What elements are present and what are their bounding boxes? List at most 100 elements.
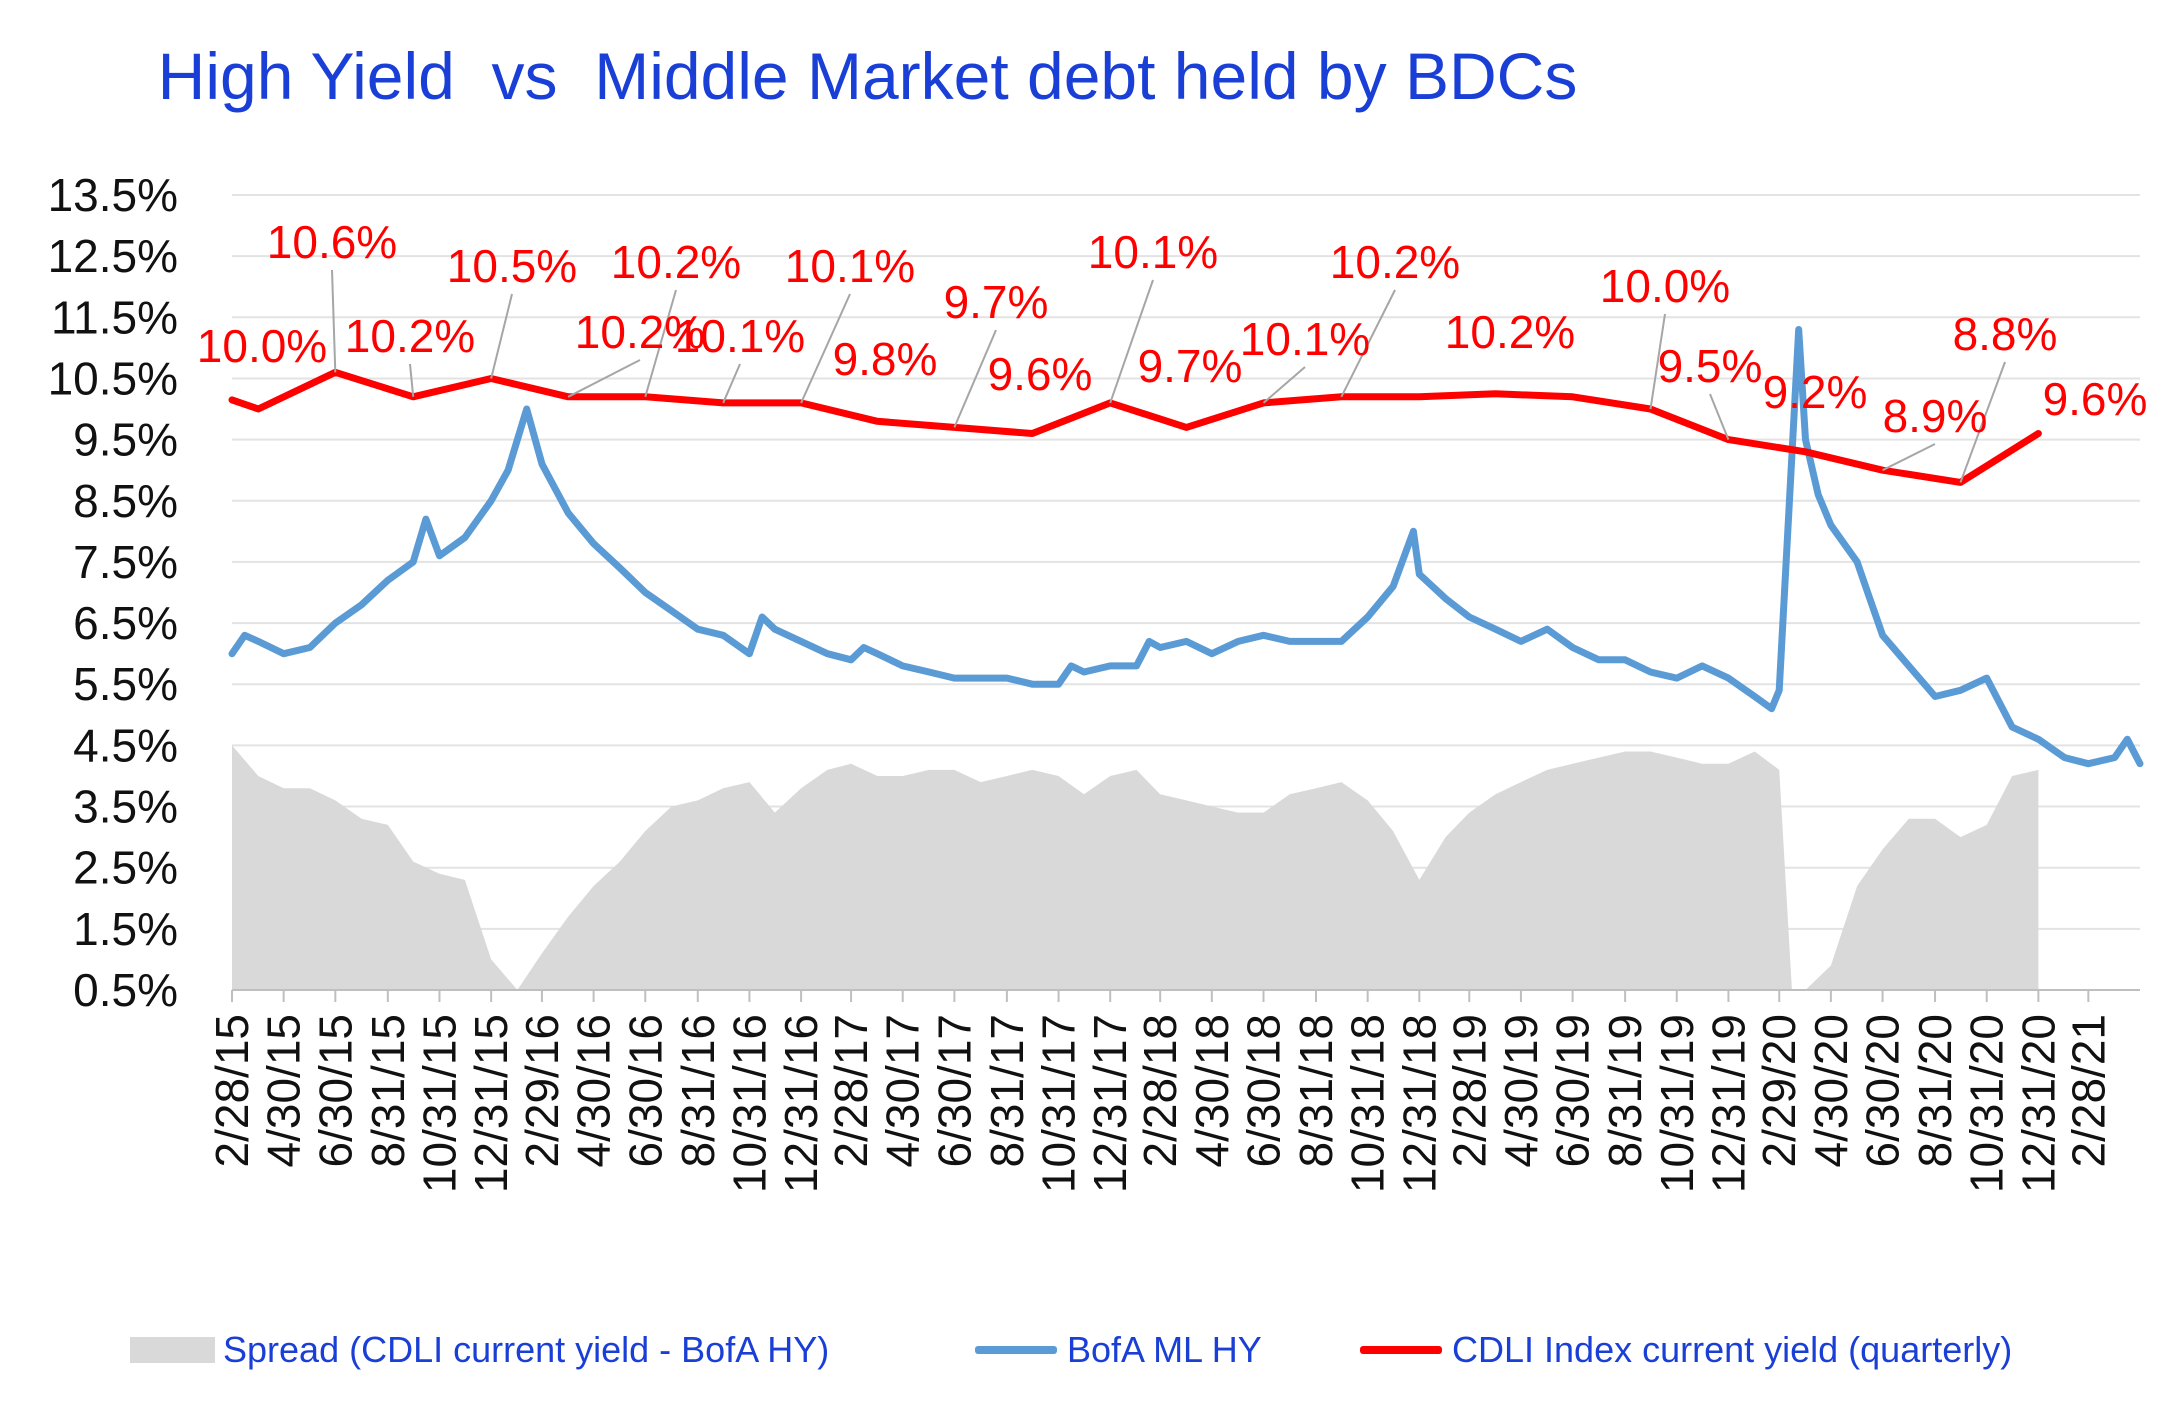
x-tick-label: 8/31/17 — [981, 1014, 1033, 1167]
y-axis-ticks: 13.5% 12.5% 11.5% 10.5% 9.5% 8.5% 7.5% 6.5% 5.5%… — [48, 169, 178, 1016]
spread-area-series — [232, 745, 2039, 990]
data-label: 10.2% — [1330, 236, 1460, 288]
x-tick-label: 8/31/18 — [1290, 1014, 1342, 1167]
x-tick-label: 4/30/20 — [1805, 1014, 1857, 1167]
data-label: 10.1% — [1088, 226, 1218, 278]
y-tick-label: 7.5% — [73, 536, 178, 588]
x-tick-label: 2/28/21 — [2062, 1014, 2114, 1167]
chart-title: High Yield vs Middle Market debt held by… — [157, 39, 1578, 113]
data-label-leader — [1959, 361, 2006, 483]
data-label-leader — [722, 363, 741, 404]
x-tick-label: 4/30/16 — [568, 1014, 620, 1167]
x-tick-label: 12/31/20 — [2012, 1014, 2064, 1193]
data-label-leader — [1649, 313, 1666, 410]
data-label: 10.6% — [267, 216, 397, 268]
data-label: 9.7% — [944, 276, 1049, 328]
data-label: 10.0% — [1600, 260, 1730, 312]
x-tick-label: 2/28/18 — [1134, 1014, 1186, 1167]
data-label-leader — [409, 363, 415, 397]
legend: Spread (CDLI current yield - BofA HY) Bo… — [0, 1325, 2167, 1375]
data-label-leader — [1709, 393, 1730, 440]
data-label: 10.2% — [1445, 306, 1575, 358]
x-tick-label: 8/31/20 — [1909, 1014, 1961, 1167]
data-label-leader — [1340, 289, 1396, 398]
y-tick-label: 13.5% — [48, 169, 178, 221]
data-label: 10.0% — [197, 320, 327, 372]
data-label: 9.8% — [833, 333, 938, 385]
data-label-leader — [567, 359, 641, 398]
x-tick-label: 12/31/18 — [1393, 1014, 1445, 1193]
x-tick-label: 6/30/15 — [309, 1014, 361, 1167]
x-tick-label: 12/31/19 — [1702, 1014, 1754, 1193]
data-label-leader — [1882, 443, 1936, 472]
legend-label-spread: Spread (CDLI current yield - BofA HY) — [223, 1329, 830, 1370]
y-tick-label: 8.5% — [73, 475, 178, 527]
x-tick-label: 10/31/19 — [1651, 1014, 1703, 1193]
legend-swatch-bofa — [975, 1346, 1057, 1354]
x-tick-label: 10/31/15 — [413, 1014, 465, 1193]
data-label: 10.2% — [345, 310, 475, 362]
x-tick-label: 2/29/20 — [1753, 1014, 1805, 1167]
x-tick-label: 10/31/17 — [1033, 1014, 1085, 1193]
x-tick-label: 10/31/20 — [1961, 1014, 2013, 1193]
data-label: 9.6% — [2043, 373, 2148, 425]
legend-label-bofa: BofA ML HY — [1067, 1329, 1262, 1370]
x-tick-label: 2/28/19 — [1443, 1014, 1495, 1167]
data-label: 8.8% — [1953, 308, 2058, 360]
x-tick-label: 8/31/15 — [362, 1014, 414, 1167]
x-tick-label: 12/31/16 — [775, 1014, 827, 1193]
data-label: 9.5% — [1658, 340, 1763, 392]
x-tick-label: 6/30/20 — [1857, 1014, 1909, 1167]
data-label-leader — [1262, 366, 1306, 404]
data-label: 9.2% — [1763, 366, 1868, 418]
data-label-leader — [490, 293, 513, 379]
data-label: 10.2% — [611, 236, 741, 288]
data-label-leader — [644, 289, 677, 398]
legend-swatch-spread — [130, 1337, 215, 1363]
legend-item-spread: Spread (CDLI current yield - BofA HY) — [130, 1325, 829, 1375]
legend-item-cdli: CDLI Index current yield (quarterly) — [1360, 1325, 2012, 1375]
y-tick-label: 3.5% — [73, 781, 178, 833]
data-label-leader — [331, 269, 337, 373]
data-label-leader — [953, 329, 997, 428]
y-tick-label: 1.5% — [73, 903, 178, 955]
data-label: 9.6% — [988, 348, 1093, 400]
x-tick-label: 4/30/17 — [877, 1014, 929, 1167]
data-label-leader — [1109, 279, 1154, 404]
y-tick-label: 0.5% — [73, 964, 178, 1016]
data-label-leader — [800, 293, 851, 404]
x-tick-label: 4/30/18 — [1186, 1014, 1238, 1167]
x-tick-label: 12/31/17 — [1084, 1014, 1136, 1193]
x-tick-label: 10/31/16 — [723, 1014, 775, 1193]
x-tick-label: 8/31/19 — [1599, 1014, 1651, 1167]
legend-item-bofa: BofA ML HY — [975, 1325, 1262, 1375]
data-label: 8.9% — [1883, 390, 1988, 442]
x-tick-label: 6/30/16 — [619, 1014, 671, 1167]
spread-area — [232, 745, 2039, 990]
y-tick-label: 6.5% — [73, 597, 178, 649]
data-label: 10.5% — [447, 240, 577, 292]
y-tick-label: 11.5% — [51, 291, 178, 343]
x-tick-label: 4/30/19 — [1495, 1014, 1547, 1167]
legend-label-cdli: CDLI Index current yield (quarterly) — [1452, 1329, 2013, 1370]
x-tick-label: 10/31/18 — [1342, 1014, 1394, 1193]
x-tick-label: 6/30/19 — [1547, 1014, 1599, 1167]
y-tick-label: 5.5% — [73, 658, 178, 710]
data-label: 9.7% — [1138, 340, 1243, 392]
data-label: 10.1% — [1240, 313, 1370, 365]
data-label: 10.1% — [675, 310, 805, 362]
x-tick-label: 2/29/16 — [516, 1014, 568, 1167]
x-tick-label: 6/30/17 — [928, 1014, 980, 1167]
bofa-hy-line — [228, 326, 2144, 768]
data-label: 10.1% — [785, 240, 915, 292]
x-tick-label: 6/30/18 — [1237, 1014, 1289, 1167]
y-tick-label: 12.5% — [48, 230, 178, 282]
y-tick-label: 10.5% — [48, 352, 178, 404]
legend-swatch-cdli — [1360, 1346, 1442, 1354]
x-tick-label: 4/30/15 — [258, 1014, 310, 1167]
y-tick-label: 9.5% — [73, 414, 178, 466]
y-tick-label: 4.5% — [73, 719, 178, 771]
x-tick-label: 8/31/16 — [672, 1014, 724, 1167]
data-labels: 10.0% 10.6% 10.2% 10.5% 10.2% 10.2% 10.1% 10.1%… — [197, 216, 2148, 442]
